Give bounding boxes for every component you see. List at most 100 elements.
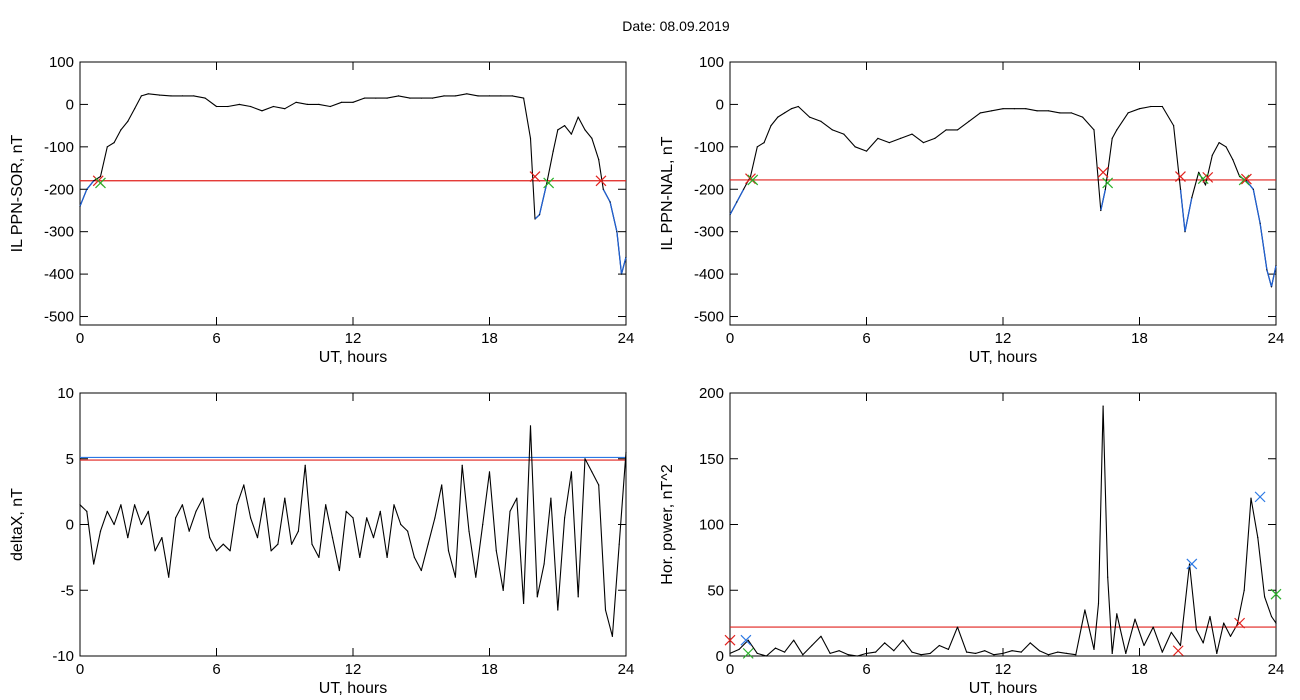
data-point bbox=[284, 497, 286, 499]
data-point bbox=[400, 523, 402, 526]
data-point bbox=[947, 648, 950, 651]
y-tick-label: -300 bbox=[694, 224, 724, 241]
data-point bbox=[250, 517, 252, 519]
data-point bbox=[557, 129, 559, 131]
data-point bbox=[120, 129, 122, 131]
event-marker-blue bbox=[740, 634, 752, 646]
data-point bbox=[975, 652, 977, 655]
data-point bbox=[147, 510, 149, 512]
x-tick-label: 0 bbox=[726, 661, 734, 678]
data-point bbox=[829, 652, 831, 655]
y-tick-label: 5 bbox=[66, 451, 74, 468]
data-point bbox=[604, 609, 607, 611]
data-point bbox=[564, 517, 566, 519]
data-point bbox=[1097, 602, 1100, 605]
data-point bbox=[956, 626, 959, 628]
data-point bbox=[625, 256, 627, 258]
data-point bbox=[329, 105, 331, 108]
data-point bbox=[584, 458, 586, 460]
data-point bbox=[736, 201, 738, 203]
data-point bbox=[591, 137, 593, 139]
data-point bbox=[500, 95, 502, 97]
y-axis-label: deltaX, nT bbox=[9, 488, 26, 561]
data-point bbox=[188, 530, 190, 532]
data-point bbox=[1225, 146, 1227, 148]
x-tick-label: 18 bbox=[481, 661, 498, 678]
data-point bbox=[325, 504, 327, 506]
data-point bbox=[511, 95, 513, 97]
data-point bbox=[888, 142, 890, 144]
data-point bbox=[99, 175, 102, 178]
event-marker-red bbox=[595, 175, 607, 187]
y-tick-label: 0 bbox=[716, 96, 724, 113]
y-tick-label: 0 bbox=[66, 96, 74, 113]
y-tick-label: -100 bbox=[44, 139, 74, 156]
data-point bbox=[770, 125, 772, 127]
data-point bbox=[215, 105, 218, 108]
marker-stroke bbox=[1097, 166, 1109, 178]
data-point bbox=[1143, 644, 1145, 647]
data-point bbox=[618, 543, 620, 545]
data-point bbox=[865, 150, 868, 152]
data-point bbox=[113, 142, 115, 144]
data-point bbox=[1084, 609, 1086, 611]
data-point bbox=[318, 103, 320, 105]
data-point bbox=[443, 95, 445, 97]
data-point bbox=[743, 188, 745, 190]
data-point bbox=[523, 602, 525, 605]
below-threshold-segment bbox=[1179, 189, 1193, 232]
data-point bbox=[534, 218, 536, 220]
data-point bbox=[1243, 589, 1245, 591]
data-point bbox=[331, 537, 334, 539]
figure-title: Date: 08.09.2019 bbox=[622, 18, 730, 34]
x-tick-label: 12 bbox=[345, 330, 362, 347]
x-tick-label: 0 bbox=[76, 330, 84, 347]
data-point bbox=[809, 116, 811, 118]
data-point bbox=[306, 103, 309, 105]
data-point bbox=[1013, 108, 1016, 110]
data-point bbox=[584, 129, 586, 131]
data-point bbox=[763, 142, 765, 144]
y-axis-label: IL PPN-SOR, nT bbox=[9, 134, 26, 252]
data-point bbox=[345, 510, 347, 512]
data-point bbox=[434, 517, 436, 519]
data-point bbox=[1127, 112, 1129, 114]
data-point bbox=[454, 576, 456, 578]
x-tick-label: 12 bbox=[345, 661, 362, 678]
data-point bbox=[1038, 650, 1040, 652]
data-point bbox=[911, 651, 913, 653]
data-point bbox=[509, 510, 511, 512]
series-line bbox=[79, 93, 627, 275]
data-point bbox=[611, 635, 614, 637]
y-tick-label: 0 bbox=[66, 517, 74, 534]
data-point bbox=[1047, 654, 1050, 656]
data-point bbox=[379, 510, 381, 512]
data-point bbox=[1029, 642, 1031, 644]
x-tick-label: 24 bbox=[618, 661, 635, 678]
data-point bbox=[175, 517, 177, 519]
data-point bbox=[802, 654, 804, 656]
marker-stroke bbox=[742, 647, 754, 659]
data-point bbox=[557, 609, 559, 611]
data-point bbox=[529, 425, 532, 427]
data-point bbox=[1104, 188, 1106, 190]
data-point bbox=[466, 93, 468, 95]
data-point bbox=[1002, 652, 1004, 655]
data-point bbox=[209, 537, 211, 539]
data-point bbox=[884, 642, 886, 644]
event-marker-blue bbox=[1254, 491, 1266, 503]
data-point bbox=[229, 550, 231, 552]
data-point bbox=[106, 146, 108, 148]
data-point bbox=[620, 273, 623, 275]
data-point bbox=[1198, 171, 1200, 173]
data-point bbox=[311, 543, 313, 545]
data-point bbox=[831, 129, 834, 131]
x-tick-label: 0 bbox=[726, 330, 734, 347]
data-point bbox=[1093, 648, 1095, 651]
data-point bbox=[397, 95, 400, 97]
data-point bbox=[407, 530, 409, 532]
series-line bbox=[729, 405, 1277, 657]
data-point bbox=[468, 530, 470, 532]
data-point bbox=[956, 129, 959, 131]
data-point bbox=[1218, 142, 1220, 144]
